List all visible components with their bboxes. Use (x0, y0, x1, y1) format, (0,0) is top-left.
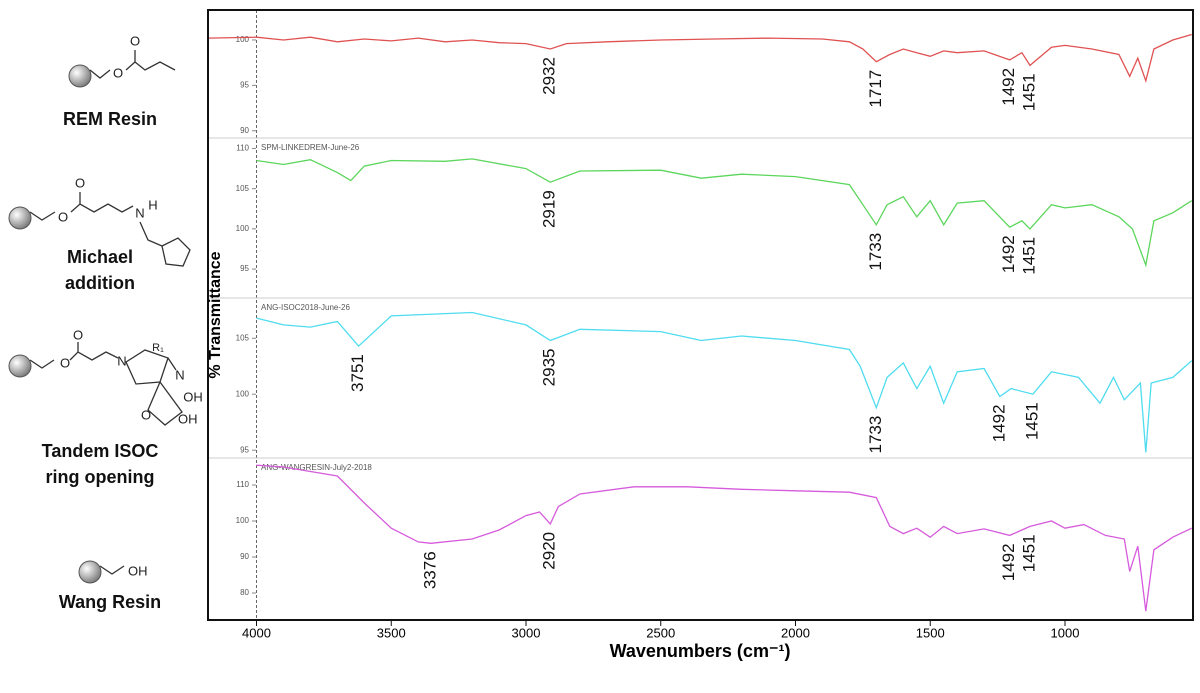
spectrum-line (256, 158, 1193, 268)
peak-label: 1717 (866, 70, 885, 108)
atom: OH (183, 389, 203, 404)
x-tick-label: 4000 (242, 625, 271, 640)
spectrum-line (256, 464, 1192, 612)
peak-label: 1733 (866, 233, 885, 271)
x-tick-label: 1500 (916, 625, 945, 640)
compound-label: REM Resin (63, 109, 157, 129)
x-tick-label: 2000 (781, 625, 810, 640)
atom: O (130, 33, 140, 48)
y-tick-label: 95 (240, 264, 249, 273)
plot-frame (207, 9, 1194, 621)
compound-label: ring opening (46, 467, 155, 487)
peak-label: 1492 (999, 543, 1018, 581)
spectrum-line (207, 33, 1192, 84)
x-tick-label: 2500 (646, 625, 675, 640)
peak-label: 2932 (540, 57, 559, 95)
atom: O (141, 407, 151, 422)
x-tick-label: 1000 (1051, 625, 1080, 640)
atom: N (175, 367, 184, 382)
y-tick-label: 90 (240, 552, 249, 561)
sample-name: ANG-ISOC2018-June-26 (261, 303, 350, 312)
peak-label: 3376 (420, 551, 439, 589)
peak-label: 1492 (989, 404, 1008, 442)
atom: N (135, 205, 144, 220)
compound-label: addition (65, 273, 135, 293)
peak-label: 1733 (866, 416, 885, 454)
atom: OH (128, 563, 148, 578)
bond (125, 61, 176, 71)
y-tick-label: 95 (240, 445, 249, 454)
atom: R₁ (152, 342, 164, 354)
y-axis-label: % Transmittance (207, 251, 224, 378)
peak-label: 1451 (1019, 73, 1038, 111)
peak-label: 2935 (540, 349, 559, 387)
compound-label: Wang Resin (59, 592, 161, 612)
atom: O (60, 355, 70, 370)
atom: H (148, 197, 157, 212)
compound-label: Michael (67, 247, 133, 267)
resin-bead (8, 354, 32, 378)
peak-label: 1492 (999, 235, 1018, 273)
sample-name: ANG-WANGRESIN-July2-2018 (261, 463, 372, 472)
y-tick-label: 90 (240, 126, 249, 135)
bond (69, 351, 119, 361)
peak-label: 1451 (1022, 402, 1041, 440)
x-tick-label: 3500 (377, 625, 406, 640)
y-tick-label: 105 (236, 333, 250, 342)
atom: OH (178, 411, 198, 426)
peak-label: 1492 (999, 68, 1018, 106)
compound-label: Tandem ISOC (42, 441, 159, 461)
y-tick-label: 100 (236, 516, 250, 525)
bond (29, 211, 56, 221)
peak-label: 2920 (540, 532, 559, 570)
sample-name: SPM-LINKEDREM-June-26 (261, 143, 360, 152)
atom: O (75, 175, 85, 190)
y-tick-label: 100 (236, 35, 250, 44)
atom: O (113, 65, 123, 80)
spectrum-line (256, 311, 1193, 453)
plot-area: 4000 3500 3000 2500 2000 1500 1000 100 95 90 2932 1… (207, 10, 1193, 640)
y-tick-label: 100 (236, 224, 250, 233)
ring (161, 237, 191, 267)
x-axis-label: Wavenumbers (cm⁻¹) (610, 641, 791, 661)
y-tick-label: 100 (236, 389, 250, 398)
atom: N (117, 353, 126, 368)
y-tick-label: 80 (240, 588, 249, 597)
bond (89, 69, 111, 79)
y-tick-label: 110 (236, 480, 249, 489)
y-tick-label: 110 (236, 144, 249, 153)
atom: O (73, 327, 83, 342)
peak-label: 1451 (1019, 534, 1038, 572)
x-tick-label: 3000 (512, 625, 541, 640)
peak-label: 1451 (1019, 237, 1038, 275)
atom: O (58, 209, 68, 224)
resin-bead (68, 64, 92, 88)
bond (29, 359, 55, 369)
peak-label: 3751 (348, 354, 367, 392)
structures: O O O O N H O O N R₁ N OH O OH OH REM Re… (8, 33, 203, 612)
bond (139, 221, 163, 247)
ring (125, 349, 183, 426)
resin-bead (8, 206, 32, 230)
y-tick-label: 95 (240, 80, 249, 89)
y-tick-label: 105 (236, 184, 250, 193)
peak-label: 2919 (540, 190, 559, 228)
resin-bead (78, 560, 102, 584)
bond (99, 565, 125, 575)
bond (70, 203, 134, 213)
